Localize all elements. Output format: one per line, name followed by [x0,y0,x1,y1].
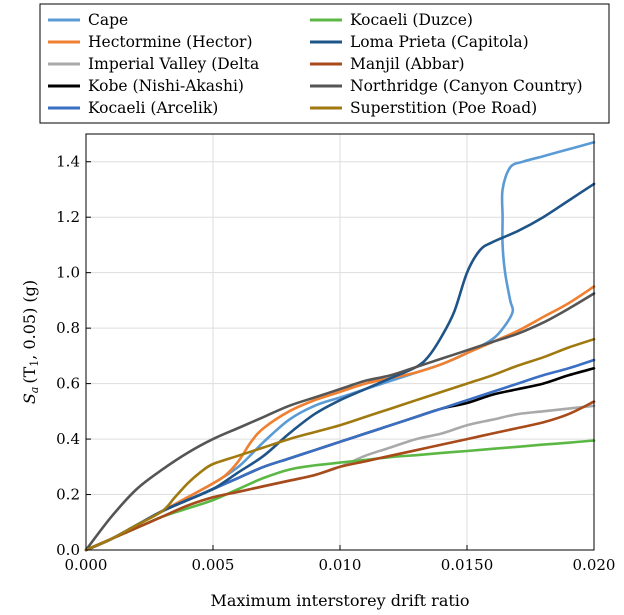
legend-label-loma-prieta-capitola: Loma Prieta (Capitola) [350,33,529,51]
x-tick-label: 0.0150 [441,556,494,574]
legend-label-hectormine-hector: Hectormine (Hector) [88,33,253,51]
plot-area: 0.000 0.005 0.010 0.0150 0.020 0.00.20.40.60… [56,133,616,574]
y-tick-label: 0.6 [56,375,80,393]
legend-label-cape: Cape [88,11,128,29]
y-axis: 0.0 0.2 0.4 0.6 0.8 1.0 1.2 1.4 [56,153,91,559]
y-tick-label: 1.2 [56,208,80,226]
x-axis: 0.000 0.005 0.010 0.0150 0.020 [65,545,616,574]
series-line-northridge-canyon-country [84,292,596,552]
y-label-main: S [20,393,39,404]
x-tick-label: 0.020 [573,556,616,574]
y-tick-label: 0.0 [56,541,80,559]
y-tick-label: 0.4 [56,430,80,448]
y-label-sub2: 1 [28,360,41,367]
x-tick-label: 0.005 [192,556,235,574]
legend-label-kocaeli-arcelik: Kocaeli (Arcelik) [88,99,218,117]
y-tick-label: 1.4 [56,153,80,171]
y-label-sub: a [28,387,41,394]
legend-label-imperial-valley-delta: Imperial Valley (Delta [88,55,259,73]
series-line-superstition-poe-road [84,337,596,552]
legend-label-superstition-poe-road: Superstition (Poe Road) [350,99,537,117]
y-tick-label: 1.0 [56,264,80,282]
series-line-loma-prieta-capitola [84,182,596,552]
x-tick-label: 0.010 [319,556,362,574]
legend-label-northridge-canyon-country: Northridge (Canyon Country) [350,77,583,95]
y-label-rest: (T [20,366,39,383]
y-axis-label: Sa (T1, 0.05) (g) [20,280,41,404]
y-tick-label: 0.2 [56,486,80,504]
series-line-manjil-abbar [84,400,596,552]
legend-label-kobe-nishi-akashi: Kobe (Nishi-Akashi) [88,77,244,95]
y-label-tail: , 0.05) (g) [20,280,39,360]
grid [86,134,594,550]
series-lines [84,141,596,552]
x-tick-label: 0.000 [65,556,108,574]
legend-label-manjil-abbar: Manjil (Abbar) [350,55,465,73]
y-tick-label: 0.8 [56,319,80,337]
x-axis-label: Maximum interstorey drift ratio [210,591,469,610]
legend: Cape Hectormine (Hector) Imperial Valley (… [39,3,610,124]
legend-label-kocaeli-duzce: Kocaeli (Duzce) [350,11,473,29]
